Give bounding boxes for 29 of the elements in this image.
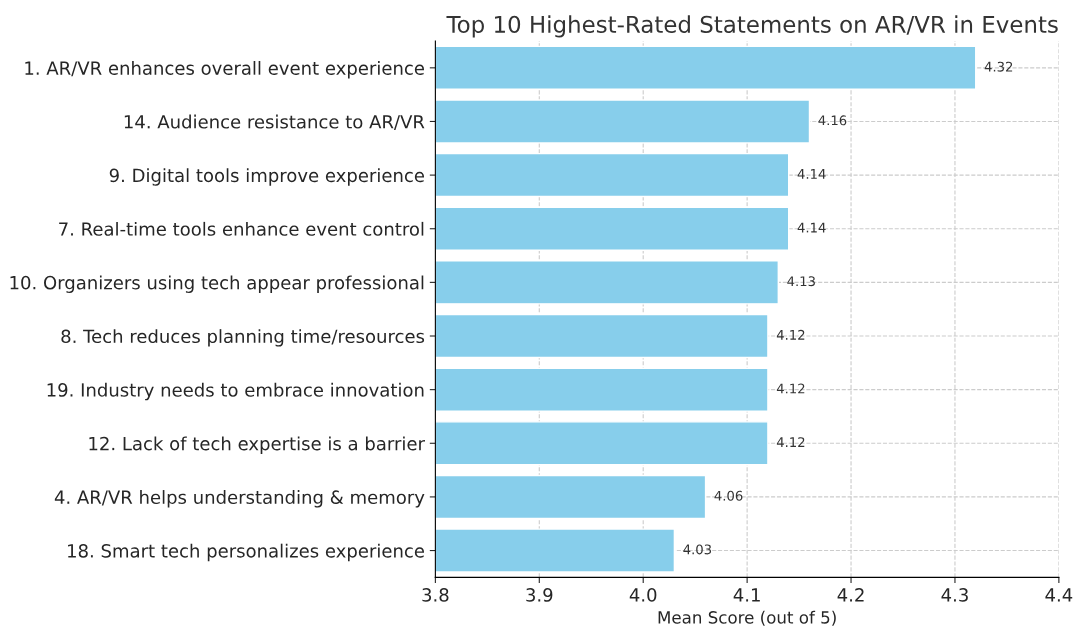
y-tick-label: 1. AR/VR enhances overall event experience: [25, 60, 424, 79]
data-label: 4.03: [683, 544, 712, 555]
data-label: 4.12: [776, 437, 805, 447]
data-label: 4.12: [776, 329, 805, 340]
data-label: 4.14: [797, 169, 826, 179]
x-axis-title: Mean Score (out of 5): [658, 610, 836, 626]
data-label: 4.12: [776, 383, 805, 394]
data-label: 4.14: [797, 222, 826, 233]
y-tick-label: 7. Real-time tools enhance event control: [59, 221, 424, 236]
y-tick-label: 4. AR/VR helps understanding & memory: [54, 490, 425, 508]
x-tick-label: 4.3: [941, 588, 968, 602]
y-tick-label: 14. Audience resistance to AR/VR: [124, 114, 425, 130]
y-tick-label: 9. Digital tools improve experience: [109, 168, 424, 186]
y-tick-label: 18. Smart tech personalizes experience: [68, 543, 424, 562]
chart-title: Top 10 Highest-Rated Statements on AR/VR in Events: [446, 15, 1058, 38]
y-tick-label: 12. Lack of tech expertise is a barrier: [89, 436, 425, 454]
data-label: 4.32: [984, 61, 1013, 72]
x-tick-label: 3.9: [526, 588, 553, 602]
x-tick-label: 4.1: [733, 588, 760, 602]
x-tick-label: 4.0: [629, 588, 657, 602]
y-tick-label: 8. Tech reduces planning time/resources: [61, 329, 425, 347]
data-label: 4.13: [787, 276, 815, 287]
data-label: 4.06: [714, 490, 743, 501]
y-tick-label: 19. Industry needs to embrace innovation: [47, 382, 424, 401]
x-tick-label: 4.2: [837, 588, 864, 602]
y-tick-label: 10. Organizers using tech appear professional: [10, 275, 424, 293]
data-label: 4.16: [818, 115, 847, 126]
x-tick-label: 4.4: [1045, 588, 1073, 602]
x-tick-label: 3.8: [422, 588, 449, 602]
